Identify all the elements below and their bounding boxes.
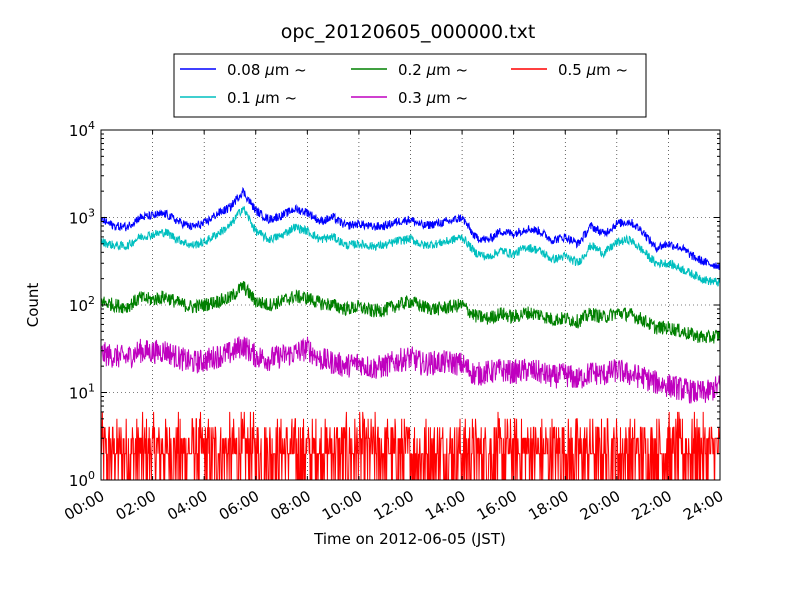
- x-tick-label: 10:00: [319, 487, 365, 524]
- y-tick-label: 100: [69, 469, 95, 490]
- y-axis-label: Count: [24, 283, 42, 328]
- legend-entry-label: 0.3 μm ~: [398, 89, 468, 107]
- x-axis-label: Time on 2012-06-05 (JST): [313, 530, 506, 548]
- y-tick-label: 104: [69, 119, 95, 140]
- x-tick-label: 02:00: [113, 487, 159, 524]
- series-line-0_3: [101, 336, 720, 404]
- series-layer: [101, 186, 720, 480]
- x-tick-label: 24:00: [680, 487, 726, 524]
- y-tick-label: 102: [69, 294, 95, 315]
- x-tick-label: 06:00: [216, 487, 262, 524]
- legend-entry-label: 0.2 μm ~: [398, 61, 468, 79]
- y-tick-label: 101: [69, 382, 95, 403]
- series-line-0_2: [101, 281, 720, 344]
- x-tick-label: 22:00: [629, 487, 675, 524]
- legend-box: [173, 53, 647, 118]
- x-tick-label: 04:00: [164, 487, 210, 524]
- legend-entry-label: 0.5 μm ~: [558, 61, 628, 79]
- x-tick-label: 18:00: [525, 487, 571, 524]
- x-tick-label: 12:00: [371, 487, 417, 524]
- legend-entry-label: 0.08 μm ~: [227, 61, 307, 79]
- x-tick-label: 08:00: [267, 487, 313, 524]
- series-line-0_5: [101, 411, 720, 480]
- x-tick-label: 16:00: [474, 487, 520, 524]
- x-tick-label: 14:00: [422, 487, 468, 524]
- y-tick-label: 103: [69, 207, 95, 228]
- legend-entry-label: 0.1 μm ~: [227, 89, 297, 107]
- x-tick-label: 00:00: [61, 487, 107, 524]
- chart-title: opc_20120605_000000.txt: [281, 21, 536, 43]
- x-tick-label: 20:00: [577, 487, 623, 524]
- series-line-0_08: [101, 186, 720, 270]
- legend: 0.08 μm ~ 0.1 μm ~ 0.2 μm ~ 0.3 μm ~ 0.5 μm …: [173, 53, 647, 118]
- series-line-0_1: [101, 206, 720, 287]
